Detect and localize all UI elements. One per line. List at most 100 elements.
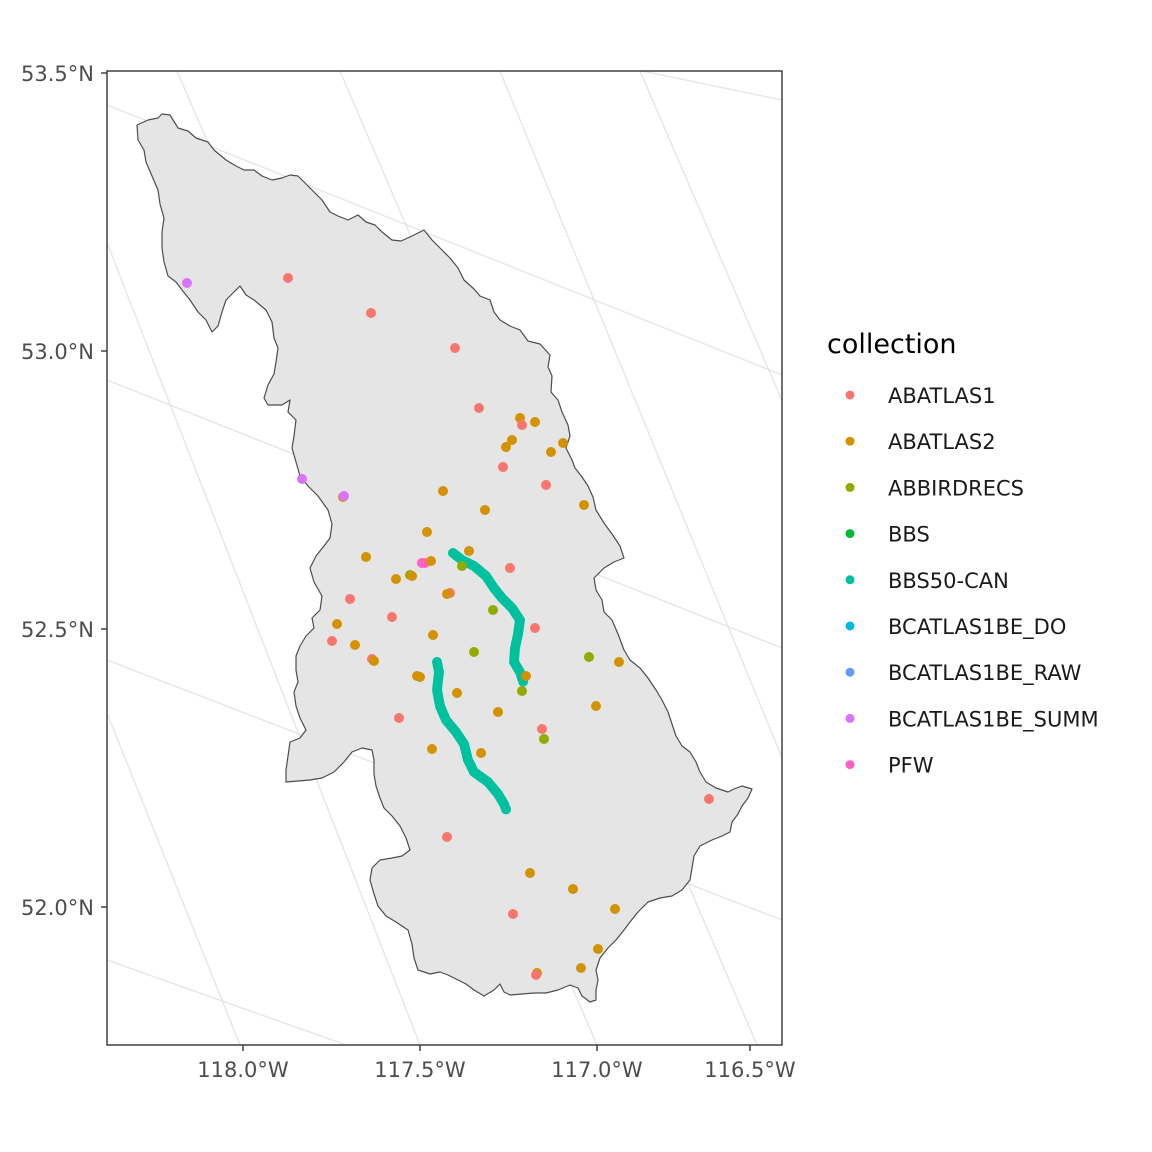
observation-point: [501, 442, 511, 452]
observation-point: [428, 630, 438, 640]
legend-label: ABATLAS2: [888, 430, 996, 454]
observation-point: [366, 308, 376, 318]
legend-key: [845, 436, 855, 446]
observation-point: [457, 561, 467, 571]
x-tick-label: 117.0°W: [551, 1058, 643, 1082]
observation-point: [394, 713, 404, 723]
legend-label: BCATLAS1BE_DO: [888, 615, 1066, 640]
panel-border: [106, 70, 783, 1046]
observation-point: [422, 527, 432, 537]
legend-label: BCATLAS1BE_SUMM: [888, 707, 1099, 732]
legend-key: [845, 390, 855, 400]
legend-key: [845, 760, 855, 770]
observation-point: [442, 832, 452, 842]
y-tick-label: 53.5°N: [21, 62, 94, 86]
observation-point: [517, 420, 527, 430]
graticule-lat-53-0: [107, 104, 782, 376]
observation-point: [537, 724, 547, 734]
observation-point: [501, 804, 511, 815]
observation-point: [525, 868, 535, 878]
legend-key: [845, 667, 855, 677]
observation-point: [568, 884, 578, 894]
observation-point: [521, 671, 531, 681]
observation-point: [614, 657, 624, 667]
legend-label: ABBIRDRECS: [888, 476, 1024, 500]
observation-point: [369, 656, 379, 666]
legend-label: BBS: [888, 523, 930, 547]
legend-label: PFW: [888, 754, 934, 778]
observation-point: [350, 640, 360, 650]
observation-point: [480, 505, 490, 515]
observation-point: [464, 546, 474, 556]
graticule-lon-117-5: [107, 240, 421, 1045]
observation-point: [530, 623, 540, 633]
x-tick-label: 117.5°W: [374, 1058, 466, 1082]
observation-points: [182, 273, 714, 980]
observation-point: [332, 619, 342, 629]
y-tick-label: 52.5°N: [21, 618, 94, 642]
study-region-polygon: [136, 113, 753, 1003]
observation-point: [426, 556, 436, 566]
legend-key: [845, 713, 855, 723]
observation-point: [576, 963, 586, 973]
observation-point: [476, 748, 486, 758]
observation-point: [442, 589, 452, 599]
legend-label: ABATLAS1: [888, 384, 996, 408]
observation-point: [488, 605, 498, 615]
observation-point: [593, 944, 603, 954]
legend-key: [845, 575, 855, 585]
y-tick-label: 53.0°N: [21, 340, 94, 364]
observation-point: [452, 688, 462, 698]
observation-point: [327, 636, 337, 646]
observation-point: [339, 491, 349, 501]
graticule-lat-51-5: [107, 959, 349, 1045]
observation-point: [530, 417, 540, 427]
observation-point: [558, 438, 568, 448]
observation-point: [508, 909, 518, 919]
x-tick-label: 116.5°W: [704, 1058, 796, 1082]
observation-point: [541, 480, 551, 490]
graticule-lon-118-0: [107, 711, 241, 1045]
legend-key: [845, 482, 855, 492]
x-axis: [242, 1045, 751, 1051]
graticule-lon-extra: [499, 71, 782, 760]
observation-point: [415, 672, 425, 682]
observation-point: [182, 278, 192, 288]
graticule-lon-extra2: [639, 71, 782, 403]
legend-items: ABATLAS1 ABATLAS2 ABBIRDRECS BBS BBS50-CAN BC…: [845, 384, 1099, 778]
observation-point: [438, 486, 448, 496]
x-tick-label: 118.0°W: [197, 1058, 289, 1082]
y-tick-label: 52.0°N: [21, 896, 94, 920]
y-axis: [101, 72, 107, 908]
legend-title: collection: [827, 329, 957, 360]
observation-point: [493, 707, 503, 717]
observation-point: [427, 744, 437, 754]
observation-point: [474, 403, 484, 413]
legend: collection ABATLAS1 ABATLAS2 ABBIRDRECS BBS…: [827, 329, 1099, 778]
legend-key: [845, 529, 855, 539]
observation-point: [610, 904, 620, 914]
observation-point: [450, 343, 460, 353]
observation-point: [345, 594, 355, 604]
graticule-lat-53-5: [638, 71, 782, 101]
observation-point: [469, 647, 479, 657]
observation-point: [579, 500, 589, 510]
observation-point: [584, 652, 594, 662]
observation-point: [417, 558, 427, 568]
observation-point: [283, 273, 293, 283]
legend-label: BCATLAS1BE_RAW: [888, 661, 1082, 686]
observation-point: [391, 574, 401, 584]
observation-point: [361, 552, 371, 562]
legend-label: BBS50-CAN: [888, 569, 1009, 593]
observation-point: [546, 447, 556, 457]
observation-point: [704, 794, 714, 804]
observation-point: [531, 970, 541, 980]
observation-point: [297, 474, 307, 484]
observation-point: [591, 701, 601, 711]
observation-point: [387, 612, 397, 622]
observation-point: [539, 734, 549, 744]
observation-point: [498, 462, 508, 472]
observation-point: [517, 686, 527, 696]
observation-point: [505, 563, 515, 573]
